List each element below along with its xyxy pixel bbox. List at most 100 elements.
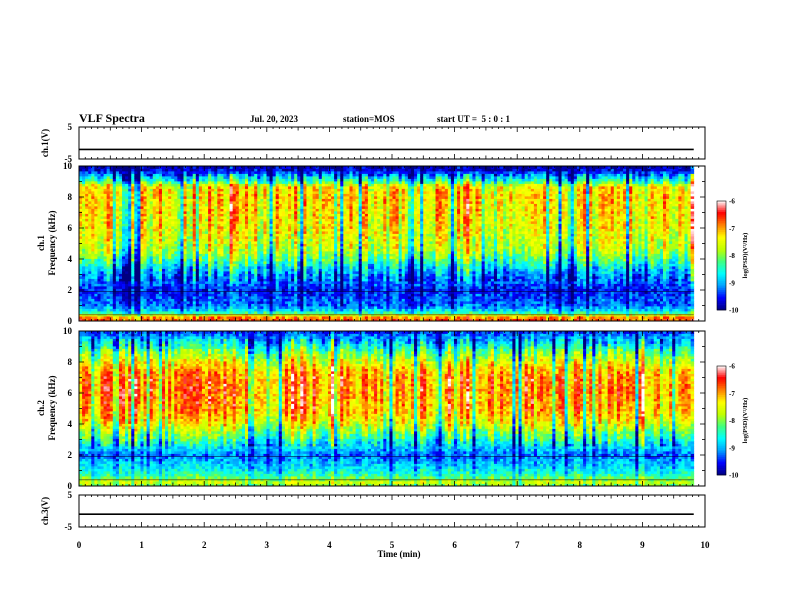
spectrogram-cell	[238, 168, 243, 172]
spectrogram-cell	[223, 263, 227, 267]
spectrogram-cell	[281, 221, 286, 224]
spectrogram-cell	[79, 178, 83, 182]
spectrogram-cell	[300, 166, 304, 169]
spectrogram-cell	[248, 291, 252, 294]
spectrogram-cell	[100, 233, 104, 237]
spectrogram-cell	[248, 228, 252, 232]
spectrogram-cell	[232, 226, 237, 229]
spectrogram-cell	[306, 246, 310, 249]
spectrogram-cell	[146, 223, 151, 227]
spectrogram-cell	[82, 286, 86, 289]
spectrogram-cell	[91, 248, 95, 252]
spectrogram-cell	[161, 191, 166, 194]
spectrogram-cell	[143, 206, 148, 209]
spectrogram-cell	[232, 213, 237, 217]
spectrogram-cell	[158, 296, 163, 299]
spectrogram-cell	[79, 188, 83, 192]
spectrogram-cell	[272, 196, 277, 199]
spectrogram-cell	[94, 216, 98, 219]
spectrogram-cell	[297, 203, 301, 207]
spectrogram-cell	[223, 281, 227, 284]
spectrogram-cell	[183, 261, 187, 264]
spectrogram-cell	[192, 206, 197, 209]
spectrogram-cell	[208, 181, 212, 184]
spectrogram-cell	[291, 268, 295, 272]
spectrogram-cell	[198, 223, 203, 227]
spectrogram-cell	[220, 241, 224, 244]
spectrogram-cell	[171, 171, 175, 174]
spectrogram-cell	[201, 291, 206, 294]
spectrogram-cell	[278, 266, 283, 269]
spectrogram-cell	[165, 276, 169, 279]
spectrogram-cell	[171, 256, 175, 259]
spectrogram-cell	[109, 261, 114, 264]
spectrogram-cell	[244, 248, 249, 252]
spectrogram-cell	[103, 261, 108, 264]
spectrogram-cell	[260, 171, 264, 174]
spectrogram-cell	[165, 196, 169, 199]
spectrogram-cell	[238, 178, 243, 182]
spectrogram-cell	[174, 318, 178, 322]
spectrogram-cell	[186, 273, 191, 277]
spectrogram-cell	[238, 248, 243, 252]
spectrogram-cell	[183, 258, 187, 262]
spectrogram-cell	[235, 256, 240, 259]
spectrogram-cell	[211, 183, 215, 187]
spectrogram-cell	[186, 241, 191, 244]
spectrogram-cell	[186, 261, 191, 264]
spectrogram-cell	[171, 226, 175, 229]
spectrogram-cell	[266, 273, 270, 277]
spectrogram-cell	[134, 191, 138, 194]
spectrogram-cell	[79, 168, 83, 172]
spectrogram-cell	[94, 318, 98, 322]
spectrogram-cell	[309, 318, 313, 322]
spectrogram-cell	[241, 233, 246, 237]
spectrogram-cell	[174, 191, 178, 194]
spectrogram-cell	[303, 266, 307, 269]
spectrogram-cell	[106, 306, 111, 309]
spectrogram-cell	[300, 246, 304, 249]
spectrogram-cell	[211, 293, 215, 297]
spectrogram-cell	[294, 266, 298, 269]
spectrogram-cell	[125, 293, 129, 297]
spectrogram-cell	[88, 221, 92, 224]
spectrogram-cell	[100, 166, 104, 169]
spectrogram-cell	[229, 231, 234, 234]
spectrogram-cell	[168, 203, 172, 207]
spectrogram-cell	[291, 213, 295, 217]
spectrogram-cell	[269, 276, 274, 279]
spectrogram-cell	[272, 256, 277, 259]
spectrogram-cell	[306, 291, 310, 294]
spectrogram-cell	[300, 176, 304, 179]
spectrogram-cell	[118, 231, 123, 234]
spectrogram-cell	[149, 231, 154, 234]
spectrogram-cell	[254, 246, 258, 249]
spectrogram-cell	[103, 301, 108, 304]
spectrogram-cell	[171, 183, 175, 187]
spectrogram-cell	[192, 273, 197, 277]
spectrogram-cell	[125, 171, 129, 174]
spectrogram-cell	[306, 303, 310, 307]
spectrogram-cell	[235, 166, 240, 169]
spectrogram-cell	[183, 191, 187, 194]
spectrogram-cell	[238, 221, 243, 224]
spectrogram-cell	[288, 288, 292, 292]
spectrogram-cell	[109, 248, 114, 252]
spectrogram-cell	[300, 228, 304, 232]
spectrogram-cell	[198, 266, 203, 269]
spectrogram-cell	[140, 273, 144, 277]
spectrogram-cell	[183, 233, 187, 237]
spectrogram-cell	[106, 188, 111, 192]
spectrogram-cell	[143, 296, 148, 299]
spectrogram-cell	[189, 208, 194, 212]
spectrogram-cell	[260, 276, 264, 279]
spectrogram-cell	[226, 168, 231, 172]
spectrogram-cell	[137, 246, 141, 249]
spectrogram-cell	[137, 231, 141, 234]
spectrogram-cell	[248, 273, 252, 277]
spectrogram-cell	[88, 198, 92, 202]
spectrogram-cell	[284, 318, 289, 322]
spectrogram-cell	[312, 301, 317, 304]
spectrogram-cell	[155, 318, 160, 322]
spectrogram-cell	[91, 168, 95, 172]
